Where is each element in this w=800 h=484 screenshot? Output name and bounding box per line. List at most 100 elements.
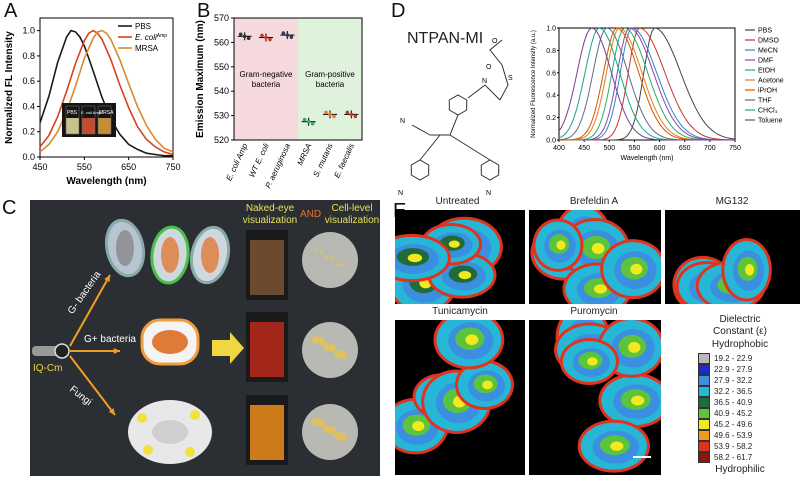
cell-nucleolus <box>745 263 755 276</box>
data-point <box>238 32 243 37</box>
stained-cell <box>330 256 334 260</box>
amine-right: N <box>486 190 491 195</box>
group-label-positive-2: bacteria <box>316 80 345 89</box>
panel-c-scheme <box>32 218 358 465</box>
y-tick-label: 0.6 <box>546 70 556 77</box>
y-tick-label: 1.0 <box>22 26 35 36</box>
panel-c-figure: Naked-eye visualization AND Cell-level v… <box>30 200 380 476</box>
vial-sample <box>250 240 284 295</box>
image-title-mg132: MG132 <box>715 196 749 207</box>
cell-nucleolus <box>482 380 493 390</box>
stained-cell <box>314 248 318 252</box>
inset-label-pbs: PBS <box>67 110 78 116</box>
side-chain <box>489 39 509 101</box>
data-point <box>306 119 311 124</box>
legend-bin: 40.9 - 45.2 <box>698 407 752 420</box>
compound-name: NTPAN-MI <box>407 30 484 47</box>
legend-entry: THF <box>758 98 772 105</box>
bacterium-core <box>161 237 179 273</box>
series-line <box>559 27 735 141</box>
data-point <box>281 31 286 35</box>
image-title-brefeldin: Brefeldin A <box>569 196 619 207</box>
x-tick-label: 750 <box>165 162 180 172</box>
arrow-fungi <box>69 355 116 416</box>
panel-c-label: C <box>2 197 17 219</box>
naked-eye-heading: Naked-eye visualization <box>240 203 300 227</box>
legend-bin-label: 58.2 - 61.7 <box>714 453 753 462</box>
stained-cell <box>339 433 347 441</box>
legend-swatch <box>698 452 710 463</box>
panel-b-label: B <box>197 0 211 22</box>
legend-bin: 49.6 - 53.9 <box>698 429 752 442</box>
data-point <box>332 114 336 119</box>
y-tick-label: 0.0 <box>22 152 35 162</box>
scale-bar <box>633 456 651 458</box>
cyano-bond <box>411 124 431 136</box>
cell-nucleolus <box>407 253 423 263</box>
data-point <box>264 35 268 40</box>
probe-label: IQ-Cm <box>33 363 63 374</box>
y-axis-label: Emission Maximum (nm) <box>195 20 206 138</box>
arrow-fungi-head <box>108 408 115 415</box>
vial-outline <box>97 105 112 135</box>
legend-entry: PBS <box>135 22 151 31</box>
x-tick-label: E. coli Amp <box>224 142 249 183</box>
vinyl-bond <box>430 114 459 136</box>
legend-swatch <box>698 364 710 375</box>
benzene-ring-right <box>480 159 500 181</box>
vial-outline <box>65 105 80 135</box>
cell-nucleolus <box>630 263 643 275</box>
legend-entry: Acetone <box>758 78 784 85</box>
legend-swatch <box>698 375 710 386</box>
cell-nucleolus <box>412 421 425 432</box>
legend-bin: 58.2 - 61.7 <box>698 451 752 464</box>
legend-bin: 27.9 - 32.2 <box>698 374 752 387</box>
data-point <box>349 112 354 117</box>
stained-cell <box>317 337 325 345</box>
arrow-g-neg-head <box>104 275 110 282</box>
legend-bin: 45.2 - 49.6 <box>698 418 752 431</box>
legend-bin: 36.5 - 40.9 <box>698 396 752 409</box>
microscopy-untreated <box>395 210 525 304</box>
imide-n: N <box>482 78 487 85</box>
stained-cell <box>336 262 340 266</box>
legend-bin-label: 40.9 - 45.2 <box>714 409 753 418</box>
legend-bin-label: 32.2 - 36.5 <box>714 387 753 396</box>
data-point <box>310 121 315 126</box>
series-line <box>559 27 735 141</box>
microscopy-field <box>302 232 358 288</box>
legend-swatch <box>698 353 710 364</box>
group-label-positive: Gram-positive <box>305 70 355 79</box>
group-label-negative-2: bacteria <box>252 80 281 89</box>
legend-bin: 53.9 - 58.2 <box>698 440 752 453</box>
stained-cell <box>339 351 347 359</box>
hydrophobic-label: Hydrophobic <box>711 339 769 350</box>
plot-frame <box>39 17 174 158</box>
legend-entry: EtOH <box>758 68 775 75</box>
panel-b-chart: 520 530 540 550 560 570 Emission Maximum (nm) G… <box>195 13 363 190</box>
image-title-tunicamycin: Tunicamycin <box>432 306 488 317</box>
cell-level-line2: visualization <box>324 215 380 226</box>
fungus-nucleus <box>152 420 188 444</box>
legend-entry: MRSA <box>135 44 159 53</box>
bond-right <box>449 134 491 161</box>
x-tick-label: 450 <box>32 162 47 172</box>
x-tick-label: 400 <box>553 145 565 152</box>
dielectric-legend: Dielectric Constant (ε) Hydrophobic 19.2… <box>680 314 800 479</box>
panel-d-chart: 400 450 500 550 600 650 700 750 0.0 0.2 0.4 0.6 0.8 1… <box>531 26 784 163</box>
x-tick-label: 700 <box>704 145 716 152</box>
cell-nucleolus <box>458 270 472 280</box>
legend-entry: iPrOH <box>758 88 777 95</box>
legend-entry: MeCN <box>758 48 778 55</box>
y-tick-label: 0.2 <box>22 127 35 137</box>
microscopy-brefeldin <box>529 210 661 304</box>
bacterium-core <box>201 237 219 273</box>
stained-cell <box>328 426 336 434</box>
arrow-g-neg <box>69 274 111 347</box>
x-tick-label: 750 <box>729 145 741 152</box>
x-tick-label: 650 <box>679 145 691 152</box>
x-tick-label: MRSA <box>296 142 314 167</box>
bacterium-nucleoid <box>152 330 188 354</box>
data-point <box>260 33 264 38</box>
stained-cell <box>319 249 323 253</box>
